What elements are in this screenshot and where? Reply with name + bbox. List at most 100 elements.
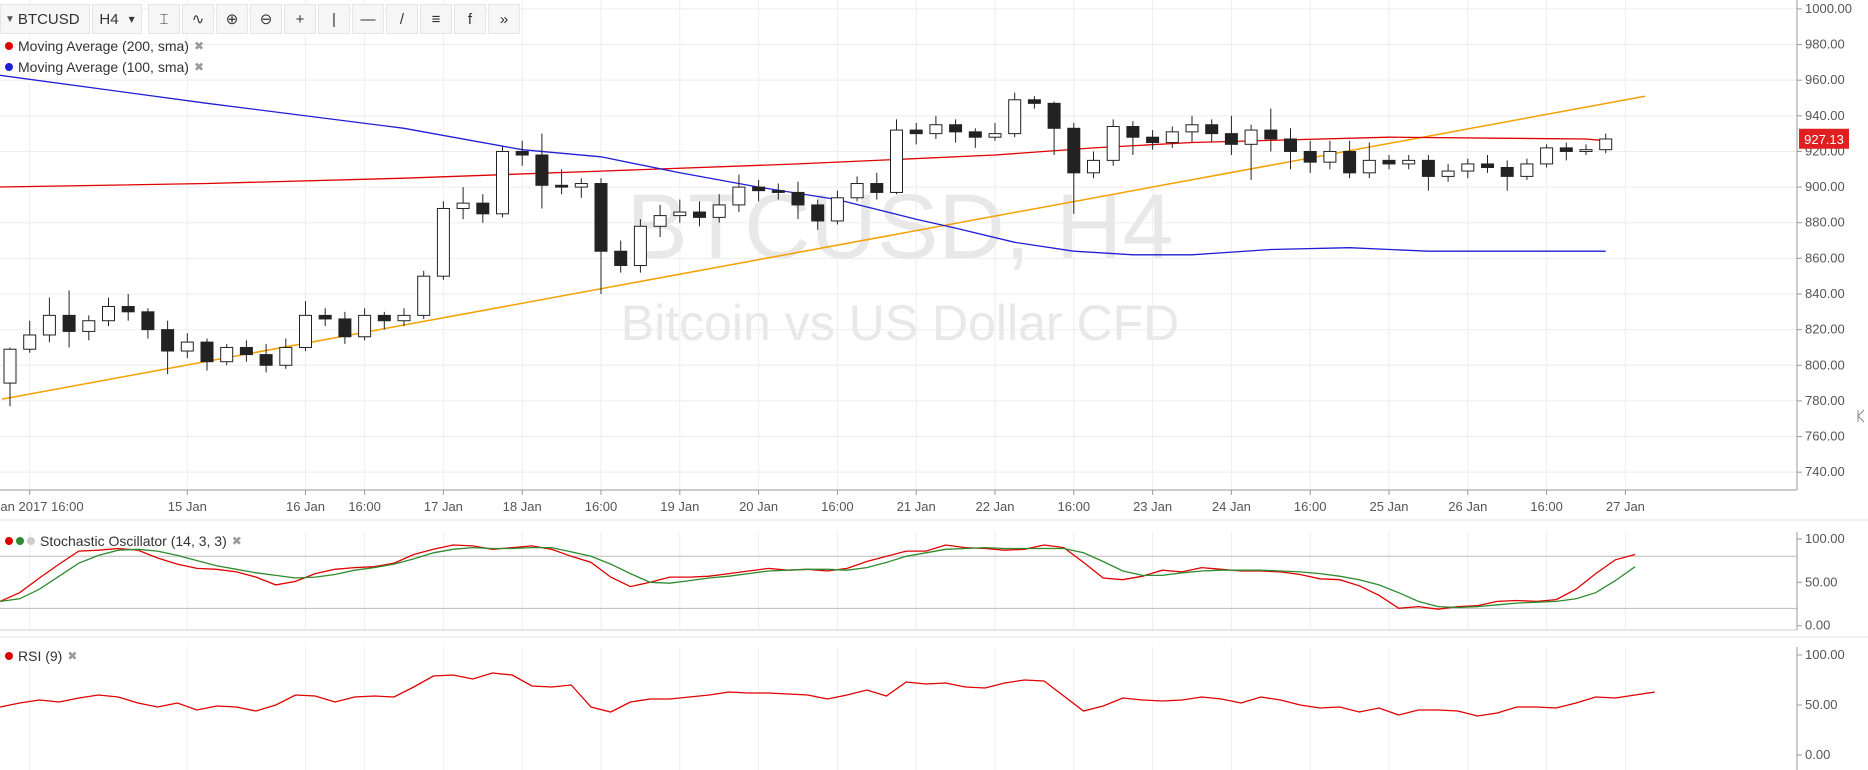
candle [180,333,194,359]
candle [1008,92,1022,138]
candle [949,119,963,143]
candle-body [712,204,726,218]
zoom-out-icon[interactable]: ⊖ [250,4,282,34]
candle [23,320,37,353]
horizontal-line-icon[interactable]: — [352,4,384,34]
candle [929,115,943,139]
x-tick-label: 14 Jan 2017 16:00 [0,499,84,514]
crosshair-icon[interactable]: + [284,4,316,34]
stoch-d-dot [16,537,24,545]
vertical-line-icon[interactable]: | [318,4,350,34]
candle [1402,155,1416,170]
trend-line-icon[interactable]: / [386,4,418,34]
candle-body [1500,166,1514,177]
more-icon[interactable]: » [488,4,520,34]
remove-rsi-icon[interactable]: ✖ [67,649,78,663]
candle-body [456,202,470,209]
candle [594,178,608,294]
candle-body [279,346,293,366]
candle-body [1264,129,1278,140]
x-tick-label: 21 Jan [897,499,936,514]
candle [712,194,726,223]
candle-body [299,314,312,348]
remove-ma100-icon[interactable]: ✖ [193,60,205,74]
candle [850,176,864,202]
y-tick-label: 860.00 [1805,250,1845,265]
y-tick-label: 780.00 [1805,393,1845,408]
rsi-y-tick-label: 0.00 [1805,747,1830,762]
candle-body [909,129,923,135]
candle-body [535,154,549,186]
x-tick-label: 27 Jan [1606,499,1645,514]
x-tick-label: 17 Jan [424,499,463,514]
candle [397,308,411,327]
candle [1421,155,1435,191]
remove-ma200-icon[interactable]: ✖ [193,39,205,53]
grid-lines [0,0,1797,770]
x-tick-label: 16:00 [821,499,854,514]
candle [1343,140,1357,179]
candle [752,179,766,202]
candle-body [102,305,115,322]
candle [1540,144,1554,168]
remove-stochastic-icon[interactable]: ✖ [231,534,242,548]
candle [1027,96,1041,109]
candle [82,315,96,341]
candles [3,92,1613,407]
x-tick-label: 23 Jan [1133,499,1172,514]
candle [1382,155,1396,170]
candle [1067,122,1081,214]
indicators-icon[interactable]: ∿ [182,4,214,34]
x-tick-label: 16:00 [1294,499,1327,514]
candle-body [1421,159,1435,177]
candle-body [811,204,825,222]
candle [1559,142,1573,161]
candle-body [515,150,529,156]
y-tick-label: 840.00 [1805,286,1845,301]
function-icon[interactable]: f [454,4,486,34]
fib-retracement-icon[interactable]: ≡ [420,4,452,34]
candle [1087,151,1100,179]
candle [1244,124,1258,180]
candle-body [653,215,667,227]
candle [1323,140,1337,170]
candle-body [62,314,76,332]
interval-selector[interactable]: H4 ▾ [92,4,142,34]
x-tick-label: 16:00 [585,499,618,514]
candle [811,199,825,230]
candle-body [1027,99,1041,104]
candle [239,340,253,362]
stochastic-y-tick-label: 50.00 [1805,574,1838,589]
candle-body [1303,150,1317,163]
candle [161,320,175,375]
candle [299,301,312,352]
candle-body [968,131,982,138]
symbol-selector[interactable]: ▼ BTCUSD [0,4,90,34]
candle-body [633,225,647,266]
candle-body [890,129,903,193]
candle-body [1146,136,1160,144]
legend-rsi: RSI (9) ✖ [5,648,77,664]
trend-line[interactable] [1,95,1646,400]
candle [555,169,569,195]
candle-body [870,183,884,193]
candle-body [318,314,332,320]
bar-style-icon[interactable]: ⌶ [148,4,180,34]
candle [653,204,667,237]
candle [200,338,214,371]
legend-rsi-label: RSI (9) [18,648,63,664]
candle-body [338,318,352,338]
candle [574,178,588,198]
candle [1165,126,1179,148]
candle-body [121,305,135,313]
candle [1500,160,1514,191]
rsi-y-tick-label: 100.00 [1805,647,1845,662]
scroll-arrow-icon[interactable] [1857,409,1865,423]
candle [870,172,884,200]
candle [496,146,509,218]
zoom-in-icon[interactable]: ⊕ [216,4,248,34]
candle [515,140,529,166]
candle [732,174,746,213]
toolbar-buttons: ⌶ ∿ ⊕ ⊖ + | — / ≡ f» [148,4,522,34]
